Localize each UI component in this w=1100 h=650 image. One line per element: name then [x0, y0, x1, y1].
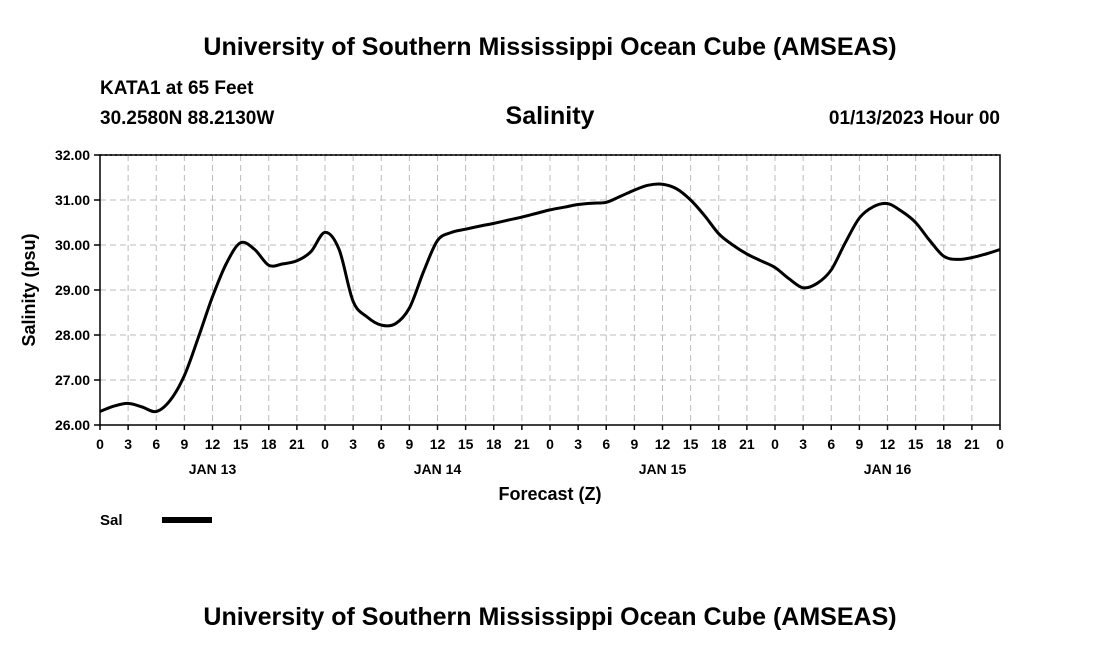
y-axis-label: Salinity (psu) — [19, 233, 39, 346]
chart-title: Salinity — [506, 102, 595, 130]
footer-title: University of Southern Mississippi Ocean… — [203, 603, 896, 631]
x-tick-label: 21 — [289, 436, 305, 452]
x-tick-label: 15 — [908, 436, 924, 452]
main-title: University of Southern Mississippi Ocean… — [203, 33, 896, 61]
x-tick-label: 18 — [486, 436, 502, 452]
coordinates-label: 30.2580N 88.2130W — [100, 108, 274, 129]
x-tick-label: 15 — [683, 436, 699, 452]
x-tick-label: 3 — [349, 436, 357, 452]
y-tick-label: 32.00 — [55, 147, 90, 163]
x-tick-label: 6 — [152, 436, 160, 452]
x-tick-label: 0 — [546, 436, 554, 452]
x-tick-label: 9 — [405, 436, 413, 452]
day-label: JAN 15 — [639, 461, 687, 477]
x-tick-label: 15 — [233, 436, 249, 452]
y-tick-label: 26.00 — [55, 417, 90, 433]
x-axis: 0 3 6 9 12 15 18 21 0 3 6 9 12 15 18 21 0 3 6 9 12 15 18 21 0 3 6 9… — [96, 425, 1004, 452]
grid — [100, 154, 1000, 425]
x-tick-label: 18 — [261, 436, 277, 452]
x-tick-label: 18 — [711, 436, 727, 452]
x-tick-label: 0 — [996, 436, 1004, 452]
forecast-datetime: 01/13/2023 Hour 00 — [829, 108, 1000, 129]
x-tick-label: 6 — [377, 436, 385, 452]
day-label: JAN 14 — [414, 461, 462, 477]
x-tick-label: 21 — [514, 436, 530, 452]
x-axis-label: Forecast (Z) — [498, 484, 601, 504]
y-tick-label: 28.00 — [55, 327, 90, 343]
x-tick-label: 3 — [799, 436, 807, 452]
x-tick-label: 3 — [124, 436, 132, 452]
x-tick-label: 9 — [180, 436, 188, 452]
x-tick-label: 6 — [827, 436, 835, 452]
day-label: JAN 13 — [189, 461, 237, 477]
y-tick-label: 30.00 — [55, 237, 90, 253]
x-tick-label: 0 — [96, 436, 104, 452]
x-tick-label: 12 — [880, 436, 896, 452]
day-labels: JAN 13 JAN 14 JAN 15 JAN 16 — [189, 461, 912, 477]
x-tick-label: 0 — [321, 436, 329, 452]
x-tick-label: 15 — [458, 436, 474, 452]
x-tick-label: 18 — [936, 436, 952, 452]
x-tick-label: 12 — [655, 436, 671, 452]
x-tick-label: 6 — [602, 436, 610, 452]
x-tick-label: 12 — [205, 436, 221, 452]
legend-label: Sal — [100, 512, 123, 529]
y-tick-label: 29.00 — [55, 282, 90, 298]
x-tick-label: 3 — [574, 436, 582, 452]
x-tick-label: 0 — [771, 436, 779, 452]
station-label: KATA1 at 65 Feet — [100, 78, 254, 99]
y-tick-label: 27.00 — [55, 372, 90, 388]
y-axis: 26.00 27.00 28.00 29.00 30.00 31.00 32.00 — [55, 147, 100, 433]
x-tick-label: 21 — [964, 436, 980, 452]
x-tick-label: 12 — [430, 436, 446, 452]
salinity-series-line — [99, 182, 1001, 414]
x-tick-label: 21 — [739, 436, 755, 452]
x-tick-label: 9 — [630, 436, 638, 452]
x-tick-label: 9 — [855, 436, 863, 452]
day-label: JAN 16 — [864, 461, 912, 477]
y-tick-label: 31.00 — [55, 192, 90, 208]
